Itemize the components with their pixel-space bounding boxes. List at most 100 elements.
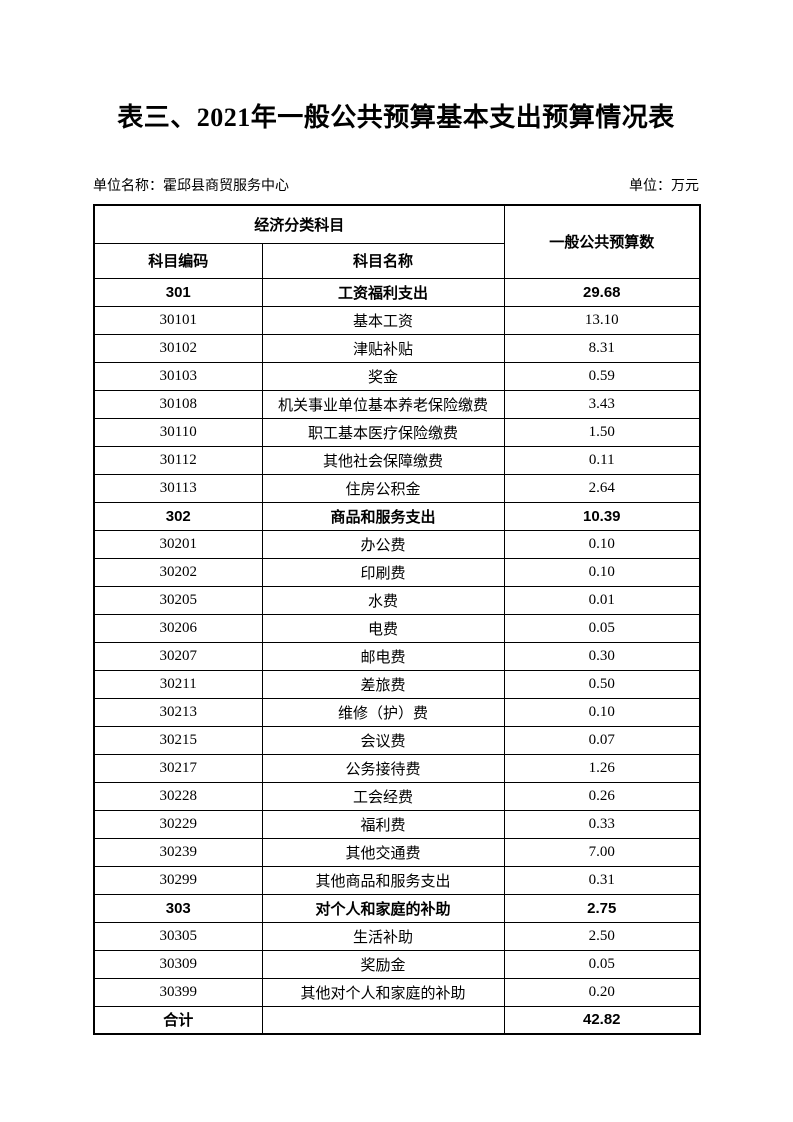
cell-value: 1.50 bbox=[503, 417, 701, 447]
cell-value: 0.10 bbox=[503, 557, 701, 587]
cell-name: 住房公积金 bbox=[261, 473, 505, 503]
summary-row: 303 对个人和家庭的补助 2.75 bbox=[93, 893, 701, 923]
cell-code: 30399 bbox=[93, 977, 263, 1007]
cell-code: 30113 bbox=[93, 473, 263, 503]
cell-code: 30211 bbox=[93, 669, 263, 699]
cell-code: 30229 bbox=[93, 809, 263, 839]
budget-table: 经济分类科目 一般公共预算数 科目编码 科目名称 301 工资福利支出 29.68 3… bbox=[93, 204, 702, 1035]
document-content: 表三、2021年一般公共预算基本支出预算情况表 单位名称：霍邱县商贸服务中心 单… bbox=[93, 0, 702, 1035]
cell-value: 13.10 bbox=[503, 305, 701, 335]
cell-code: 30110 bbox=[93, 417, 263, 447]
cell-code: 30305 bbox=[93, 921, 263, 951]
cell-name: 工资福利支出 bbox=[261, 277, 505, 307]
cell-code: 合计 bbox=[93, 1005, 263, 1035]
cell-name: 公务接待费 bbox=[261, 753, 505, 783]
table-row: 30299 其他商品和服务支出 0.31 bbox=[93, 865, 701, 895]
cell-code: 302 bbox=[93, 501, 263, 531]
table-row: 30211 差旅费 0.50 bbox=[93, 669, 701, 699]
cell-name: 水费 bbox=[261, 585, 505, 615]
cell-name: 工会经费 bbox=[261, 781, 505, 811]
cell-code: 30299 bbox=[93, 865, 263, 895]
cell-code: 30239 bbox=[93, 837, 263, 867]
cell-value: 0.30 bbox=[503, 641, 701, 671]
cell-code: 30206 bbox=[93, 613, 263, 643]
table-row: 30206 电费 0.05 bbox=[93, 613, 701, 643]
cell-value: 3.43 bbox=[503, 389, 701, 419]
cell-code: 30103 bbox=[93, 361, 263, 391]
summary-row: 合计 42.82 bbox=[93, 1005, 701, 1035]
cell-code: 30205 bbox=[93, 585, 263, 615]
table-row: 30201 办公费 0.10 bbox=[93, 529, 701, 559]
cell-value: 0.59 bbox=[503, 361, 701, 391]
cell-name: 奖励金 bbox=[261, 949, 505, 979]
header-subject-name: 科目名称 bbox=[261, 242, 505, 279]
table-row: 30215 会议费 0.07 bbox=[93, 725, 701, 755]
header-row-group: 经济分类科目 一般公共预算数 bbox=[93, 204, 701, 279]
cell-value: 0.31 bbox=[503, 865, 701, 895]
cell-value: 0.01 bbox=[503, 585, 701, 615]
table-header: 经济分类科目 一般公共预算数 科目编码 科目名称 bbox=[93, 204, 701, 279]
cell-name: 会议费 bbox=[261, 725, 505, 755]
cell-code: 30112 bbox=[93, 445, 263, 475]
page-title: 表三、2021年一般公共预算基本支出预算情况表 bbox=[117, 103, 675, 132]
cell-name: 商品和服务支出 bbox=[261, 501, 505, 531]
cell-code: 30201 bbox=[93, 529, 263, 559]
cell-value: 0.07 bbox=[503, 725, 701, 755]
table-row: 30229 福利费 0.33 bbox=[93, 809, 701, 839]
table-row: 30101 基本工资 13.10 bbox=[93, 305, 701, 335]
cell-value: 0.10 bbox=[503, 697, 701, 727]
cell-value: 29.68 bbox=[503, 277, 701, 307]
cell-code: 30202 bbox=[93, 557, 263, 587]
cell-value: 0.11 bbox=[503, 445, 701, 475]
cell-name: 职工基本医疗保险缴费 bbox=[261, 417, 505, 447]
cell-name: 其他商品和服务支出 bbox=[261, 865, 505, 895]
cell-name: 其他交通费 bbox=[261, 837, 505, 867]
cell-name: 生活补助 bbox=[261, 921, 505, 951]
table-row: 30228 工会经费 0.26 bbox=[93, 781, 701, 811]
cell-code: 30213 bbox=[93, 697, 263, 727]
table-row: 30103 奖金 0.59 bbox=[93, 361, 701, 391]
cell-name: 奖金 bbox=[261, 361, 505, 391]
cell-value: 0.05 bbox=[503, 949, 701, 979]
table-row: 30399 其他对个人和家庭的补助 0.20 bbox=[93, 977, 701, 1007]
table-row: 30113 住房公积金 2.64 bbox=[93, 473, 701, 503]
cell-name: 印刷费 bbox=[261, 557, 505, 587]
cell-value: 0.50 bbox=[503, 669, 701, 699]
table-row: 30112 其他社会保障缴费 0.11 bbox=[93, 445, 701, 475]
cell-value: 1.26 bbox=[503, 753, 701, 783]
cell-code: 30207 bbox=[93, 641, 263, 671]
cell-code: 30108 bbox=[93, 389, 263, 419]
cell-code: 30309 bbox=[93, 949, 263, 979]
cell-name: 对个人和家庭的补助 bbox=[261, 893, 505, 923]
meta-row: 单位名称：霍邱县商贸服务中心 单位：万元 bbox=[93, 178, 699, 196]
header-subject-code: 科目编码 bbox=[93, 242, 263, 279]
unit-measure-label: 单位：万元 bbox=[629, 179, 699, 194]
cell-code: 30101 bbox=[93, 305, 263, 335]
cell-value: 0.33 bbox=[503, 809, 701, 839]
table-row: 30202 印刷费 0.10 bbox=[93, 557, 701, 587]
cell-name: 其他社会保障缴费 bbox=[261, 445, 505, 475]
cell-value: 42.82 bbox=[503, 1005, 701, 1035]
table-row: 30213 维修（护）费 0.10 bbox=[93, 697, 701, 727]
cell-value: 0.05 bbox=[503, 613, 701, 643]
cell-value: 7.00 bbox=[503, 837, 701, 867]
header-economic-category: 经济分类科目 bbox=[93, 204, 505, 244]
cell-name: 其他对个人和家庭的补助 bbox=[261, 977, 505, 1007]
cell-name: 基本工资 bbox=[261, 305, 505, 335]
cell-name: 差旅费 bbox=[261, 669, 505, 699]
table-row: 30110 职工基本医疗保险缴费 1.50 bbox=[93, 417, 701, 447]
cell-value: 2.75 bbox=[503, 893, 701, 923]
table-row: 30217 公务接待费 1.26 bbox=[93, 753, 701, 783]
table-body: 301 工资福利支出 29.68 30101 基本工资 13.10 30102 津贴补贴 8.3… bbox=[93, 277, 701, 1035]
summary-row: 301 工资福利支出 29.68 bbox=[93, 277, 701, 307]
cell-name: 电费 bbox=[261, 613, 505, 643]
cell-name: 福利费 bbox=[261, 809, 505, 839]
summary-row: 302 商品和服务支出 10.39 bbox=[93, 501, 701, 531]
cell-name bbox=[261, 1005, 505, 1035]
table-row: 30102 津贴补贴 8.31 bbox=[93, 333, 701, 363]
header-budget-number: 一般公共预算数 bbox=[503, 204, 701, 279]
cell-value: 2.50 bbox=[503, 921, 701, 951]
cell-value: 2.64 bbox=[503, 473, 701, 503]
table-row: 30309 奖励金 0.05 bbox=[93, 949, 701, 979]
